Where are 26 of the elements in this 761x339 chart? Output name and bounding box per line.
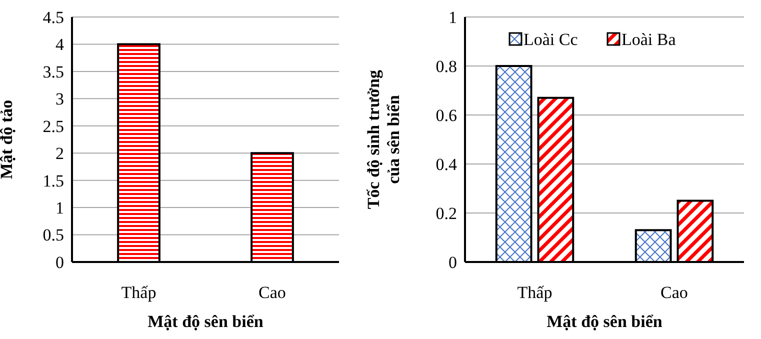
y-axis-title: Tốc độ sinh trưởng của sên biển bbox=[364, 69, 403, 210]
y-tick-label: 0.6 bbox=[436, 106, 457, 125]
y-tick-label: 2.5 bbox=[42, 116, 64, 136]
y-tick-label: 0.5 bbox=[42, 226, 64, 245]
y-tick-label: 1 bbox=[56, 198, 64, 218]
x-tick-label: Cao bbox=[258, 283, 286, 302]
y-tick-label: 1.5 bbox=[42, 171, 64, 190]
y-tick-label: 0.8 bbox=[436, 56, 457, 76]
y-tick-label: 2 bbox=[56, 144, 64, 164]
x-tick-label: Cao bbox=[660, 283, 688, 302]
y-tick-label: 3.5 bbox=[42, 62, 64, 82]
y-tick-label: 0 bbox=[56, 252, 64, 272]
y-tick-label: 3 bbox=[56, 90, 64, 109]
y-tick-label: 4.5 bbox=[42, 8, 64, 27]
y-axis-title: Mật độ tảo bbox=[0, 100, 16, 180]
x-axis-title: Mật độ sên biển bbox=[546, 312, 663, 331]
y-tick-label: 0 bbox=[448, 252, 457, 272]
y-tick-label: 4 bbox=[56, 35, 64, 54]
y-tick-label: 1 bbox=[448, 8, 457, 27]
x-tick-label: Thấp bbox=[517, 283, 552, 302]
legend-label: Loài Ba bbox=[622, 30, 676, 49]
x-tick-label: Thấp bbox=[121, 283, 156, 302]
y-tick-label: 0.4 bbox=[436, 154, 458, 174]
y-tick-label: 0.2 bbox=[436, 204, 457, 223]
legend-label: Loài Cc bbox=[524, 30, 578, 49]
x-axis-title: Mật độ sên biển bbox=[148, 312, 264, 331]
